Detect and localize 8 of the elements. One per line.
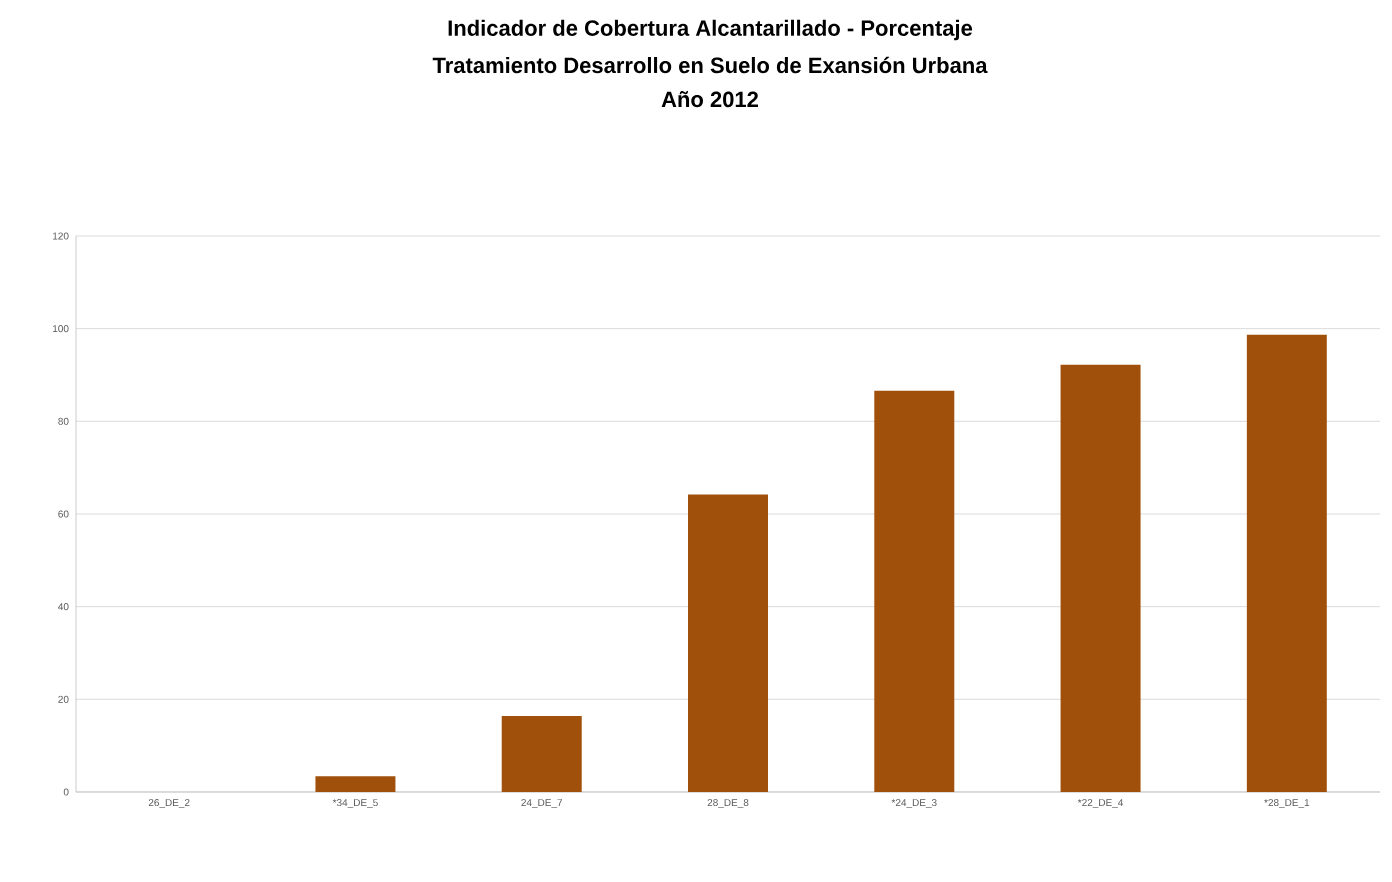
chart-title: Indicador de Cobertura Alcantarillado - Porcentaje [448,19,973,41]
bar [501,715,582,792]
bar [874,390,955,792]
bar [1060,364,1141,792]
bar [315,776,396,792]
chart-subtitle: Tratamiento Desarrollo en Suelo de Exansión Urbana Año 2012 [432,56,988,108]
bar [1246,334,1327,792]
bar [688,494,769,792]
